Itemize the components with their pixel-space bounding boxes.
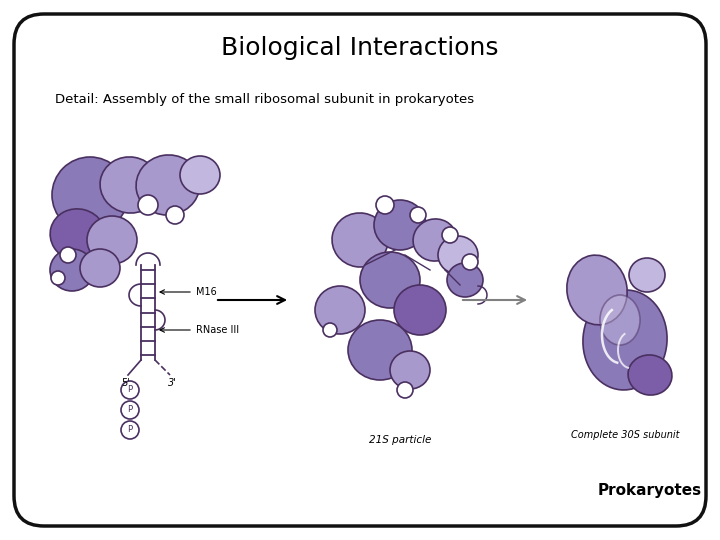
Circle shape — [397, 382, 413, 398]
Ellipse shape — [100, 157, 160, 213]
Ellipse shape — [413, 219, 457, 261]
Circle shape — [51, 271, 65, 285]
Circle shape — [121, 421, 139, 439]
Ellipse shape — [360, 252, 420, 308]
Ellipse shape — [567, 255, 627, 325]
Ellipse shape — [583, 290, 667, 390]
Text: 3': 3' — [168, 378, 176, 388]
Ellipse shape — [600, 295, 640, 345]
Text: 5': 5' — [122, 378, 130, 388]
Ellipse shape — [52, 157, 128, 233]
Ellipse shape — [394, 285, 446, 335]
Text: Detail: Assembly of the small ribosomal subunit in prokaryotes: Detail: Assembly of the small ribosomal … — [55, 93, 474, 106]
Circle shape — [60, 247, 76, 263]
Text: 21S particle: 21S particle — [369, 435, 431, 445]
Text: P: P — [127, 406, 132, 415]
Circle shape — [121, 381, 139, 399]
Ellipse shape — [87, 216, 137, 264]
Ellipse shape — [447, 263, 483, 297]
Ellipse shape — [628, 355, 672, 395]
Ellipse shape — [374, 200, 426, 250]
Circle shape — [323, 323, 337, 337]
FancyBboxPatch shape — [14, 14, 706, 526]
Text: Prokaryotes: Prokaryotes — [598, 483, 702, 497]
Circle shape — [410, 207, 426, 223]
Ellipse shape — [438, 236, 478, 274]
Circle shape — [442, 227, 458, 243]
Text: P: P — [127, 426, 132, 435]
Circle shape — [376, 196, 394, 214]
Circle shape — [166, 206, 184, 224]
Ellipse shape — [180, 156, 220, 194]
Text: P: P — [127, 386, 132, 395]
Ellipse shape — [136, 155, 200, 215]
Text: RNase III: RNase III — [196, 325, 239, 335]
Ellipse shape — [50, 209, 106, 261]
Text: Complete 30S subunit: Complete 30S subunit — [571, 430, 679, 440]
Ellipse shape — [629, 258, 665, 292]
Text: Biological Interactions: Biological Interactions — [221, 36, 499, 60]
Circle shape — [138, 195, 158, 215]
Text: M16: M16 — [196, 287, 217, 297]
Ellipse shape — [315, 286, 365, 334]
Circle shape — [121, 401, 139, 419]
Ellipse shape — [332, 213, 388, 267]
Ellipse shape — [50, 249, 94, 291]
Ellipse shape — [80, 249, 120, 287]
Ellipse shape — [390, 351, 430, 389]
Circle shape — [462, 254, 478, 270]
Ellipse shape — [348, 320, 412, 380]
